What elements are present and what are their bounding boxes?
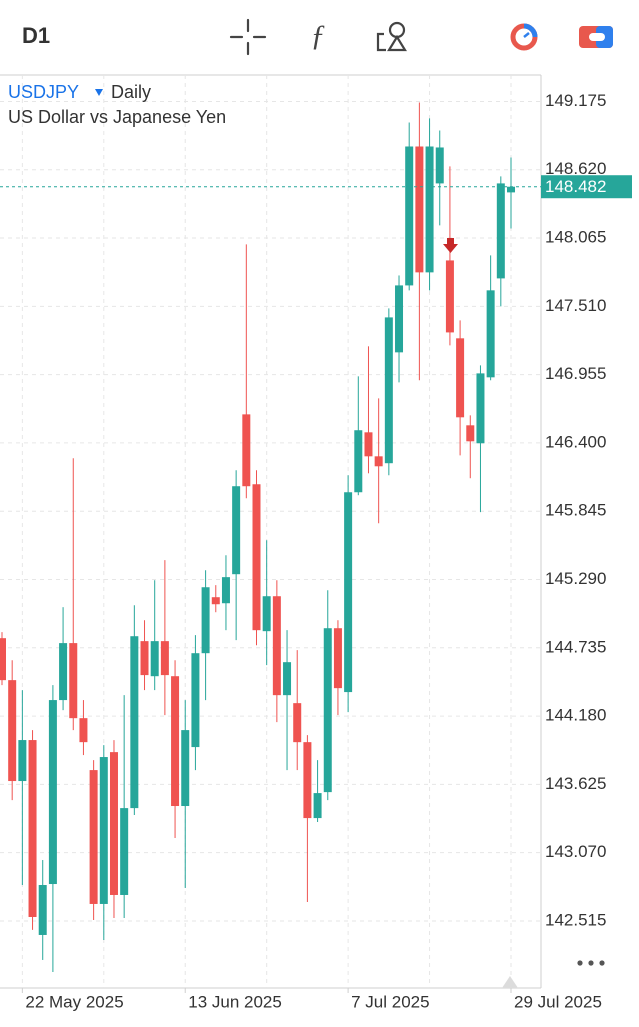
candle-body [435, 147, 444, 184]
candle-body [293, 703, 302, 743]
candle-body [323, 628, 332, 793]
y-tick-label: 143.070 [545, 842, 606, 861]
symbol[interactable]: USDJPY [8, 82, 79, 102]
candle-body [333, 628, 342, 689]
y-tick-label: 146.955 [545, 364, 606, 383]
y-tick-label: 145.290 [545, 569, 606, 588]
current-price-box [541, 175, 632, 199]
x-tick-label: 29 Jul 2025 [514, 992, 602, 1011]
candle-body [38, 885, 47, 935]
candle-body [191, 653, 200, 748]
y-tick-label: 142.515 [545, 910, 606, 929]
y-tick-label: 144.180 [545, 706, 606, 725]
candle-body [109, 752, 118, 895]
candle-body [405, 146, 414, 286]
candle-body [456, 338, 465, 418]
candle-body [211, 597, 220, 605]
candle-body [28, 740, 37, 918]
candle-body [221, 577, 230, 604]
candle-body [59, 643, 68, 701]
candle-body [272, 596, 281, 696]
candles [0, 102, 515, 973]
candle-body [79, 718, 88, 743]
candle-body [18, 740, 27, 782]
y-tick-label: 145.845 [545, 501, 606, 520]
candle-body [364, 432, 373, 457]
candle-body [242, 414, 251, 487]
candle-body [507, 186, 515, 193]
y-tick-label: 143.625 [545, 774, 606, 793]
y-tick-label: 149.175 [545, 91, 606, 110]
trade-marker [443, 238, 458, 253]
candle-body [171, 676, 180, 807]
candle-body [262, 596, 271, 632]
candle-body [395, 285, 404, 353]
candle-body [140, 641, 149, 676]
candle-body [466, 425, 475, 442]
indicators-icon[interactable]: ƒ [311, 19, 326, 52]
trade-icon[interactable] [510, 23, 538, 51]
candle-body [303, 742, 312, 819]
scroll-marker [502, 976, 518, 988]
candle-body [496, 183, 505, 279]
x-tick-label: 22 May 2025 [25, 992, 123, 1011]
candle-body [476, 373, 485, 444]
candle-body [181, 730, 190, 807]
candle-body [445, 260, 454, 333]
subtitle: US Dollar vs Japanese Yen [8, 107, 226, 127]
crosshair-icon[interactable] [229, 18, 267, 56]
objects-icon[interactable] [376, 21, 407, 52]
candle-body [344, 492, 353, 693]
candle-body [252, 484, 261, 631]
candle-body [130, 636, 139, 809]
candle-body [48, 700, 57, 885]
candle-body [354, 430, 363, 493]
candle-body [415, 146, 424, 273]
timeframe-button[interactable]: D1 [22, 23, 50, 48]
candle-body [486, 290, 495, 378]
candle-body [283, 662, 292, 696]
candle-body [201, 587, 210, 654]
more-menu[interactable] [577, 960, 605, 966]
candle-body [99, 757, 108, 904]
candle-body [425, 146, 434, 273]
candle-body [8, 680, 17, 782]
candle-body [374, 456, 383, 467]
account-icon[interactable] [579, 26, 613, 48]
y-tick-label: 148.065 [545, 228, 606, 247]
symbol-dropdown[interactable] [95, 89, 103, 96]
y-tick-label: 146.400 [545, 432, 606, 451]
candle-body [313, 793, 322, 819]
candle-body [89, 770, 98, 904]
current-price-label: 148.482 [545, 177, 606, 196]
candle-body [384, 317, 393, 464]
y-tick-label: 144.735 [545, 637, 606, 656]
y-tick-label: 147.510 [545, 296, 606, 315]
candle-body [120, 808, 129, 895]
period: Daily [111, 82, 151, 102]
candle-body [0, 638, 6, 681]
x-tick-label: 13 Jun 2025 [188, 992, 282, 1011]
x-tick-label: 7 Jul 2025 [351, 992, 429, 1011]
y-tick-label: 148.620 [545, 159, 606, 178]
candle-body [232, 486, 241, 575]
candle-body [150, 641, 159, 677]
candle-body [160, 641, 169, 676]
candle-body [69, 643, 78, 719]
